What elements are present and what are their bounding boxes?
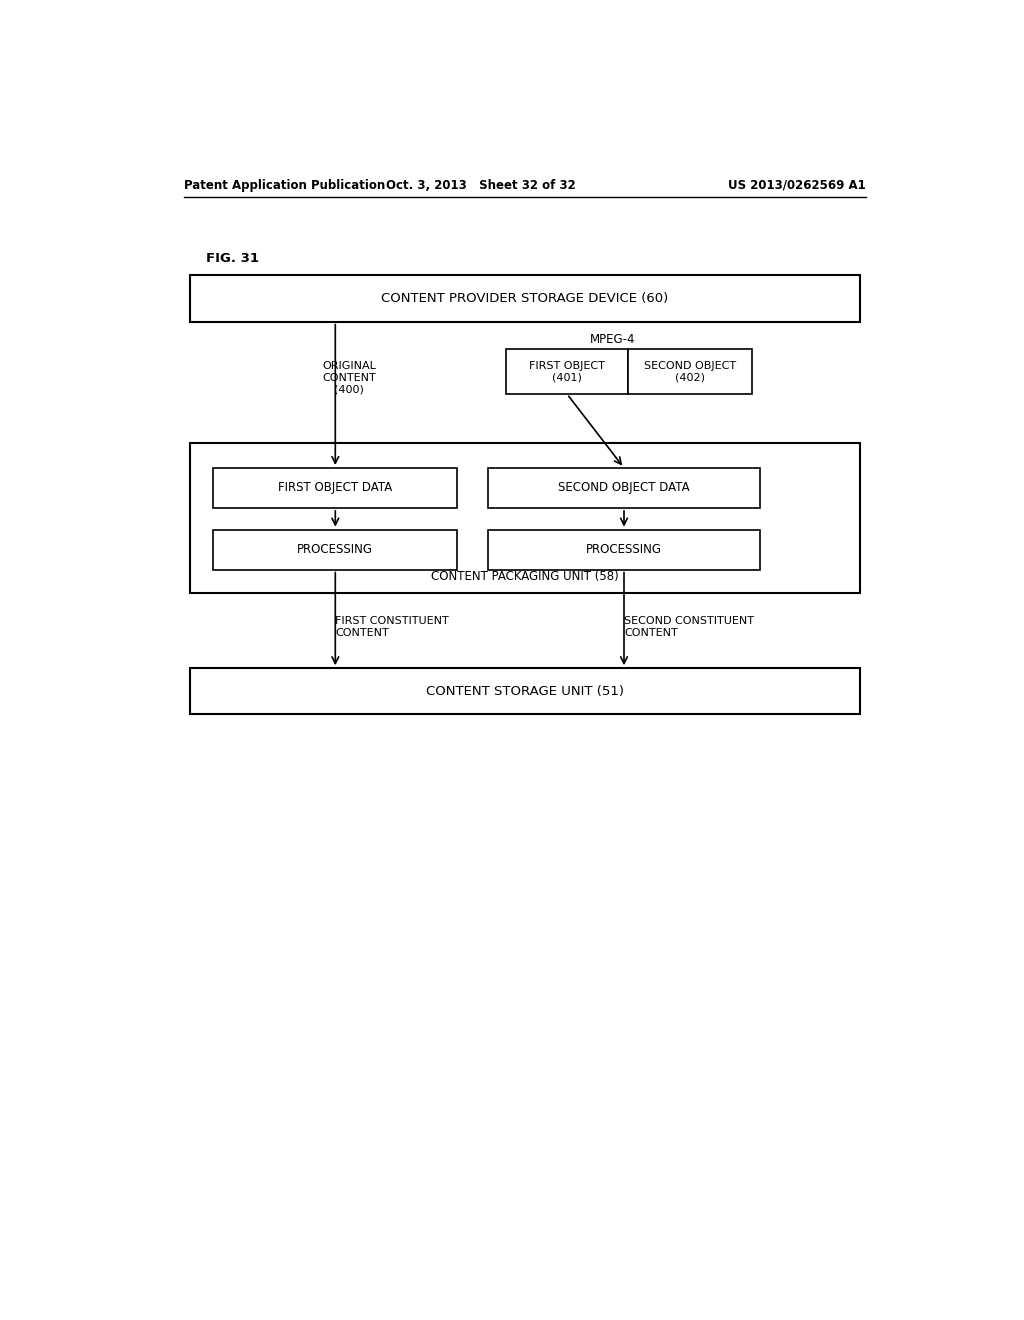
FancyBboxPatch shape xyxy=(190,444,859,594)
Text: PROCESSING: PROCESSING xyxy=(586,543,662,556)
FancyBboxPatch shape xyxy=(213,469,458,508)
Text: PROCESSING: PROCESSING xyxy=(297,543,374,556)
Text: CONTENT PACKAGING UNIT (58): CONTENT PACKAGING UNIT (58) xyxy=(431,570,618,583)
Text: SECOND OBJECT DATA: SECOND OBJECT DATA xyxy=(558,482,690,495)
Text: FIRST OBJECT
(401): FIRST OBJECT (401) xyxy=(529,360,605,383)
FancyBboxPatch shape xyxy=(506,350,628,395)
Text: FIRST CONSTITUENT
CONTENT: FIRST CONSTITUENT CONTENT xyxy=(335,616,450,638)
Text: FIG. 31: FIG. 31 xyxy=(206,252,258,265)
Text: Oct. 3, 2013   Sheet 32 of 32: Oct. 3, 2013 Sheet 32 of 32 xyxy=(386,178,575,191)
FancyBboxPatch shape xyxy=(190,668,859,714)
Text: CONTENT PROVIDER STORAGE DEVICE (60): CONTENT PROVIDER STORAGE DEVICE (60) xyxy=(381,292,669,305)
Text: ORIGINAL
CONTENT
(400): ORIGINAL CONTENT (400) xyxy=(322,362,376,395)
FancyBboxPatch shape xyxy=(190,276,859,322)
Text: Patent Application Publication: Patent Application Publication xyxy=(183,178,385,191)
FancyBboxPatch shape xyxy=(488,529,760,570)
FancyBboxPatch shape xyxy=(628,350,752,395)
Text: SECOND CONSTITUENT
CONTENT: SECOND CONSTITUENT CONTENT xyxy=(624,616,754,638)
FancyBboxPatch shape xyxy=(488,469,760,508)
Text: CONTENT STORAGE UNIT (51): CONTENT STORAGE UNIT (51) xyxy=(426,685,624,698)
FancyBboxPatch shape xyxy=(213,529,458,570)
Text: US 2013/0262569 A1: US 2013/0262569 A1 xyxy=(728,178,866,191)
Text: FIRST OBJECT DATA: FIRST OBJECT DATA xyxy=(279,482,392,495)
Text: MPEG-4: MPEG-4 xyxy=(590,333,635,346)
Text: SECOND OBJECT
(402): SECOND OBJECT (402) xyxy=(644,360,736,383)
